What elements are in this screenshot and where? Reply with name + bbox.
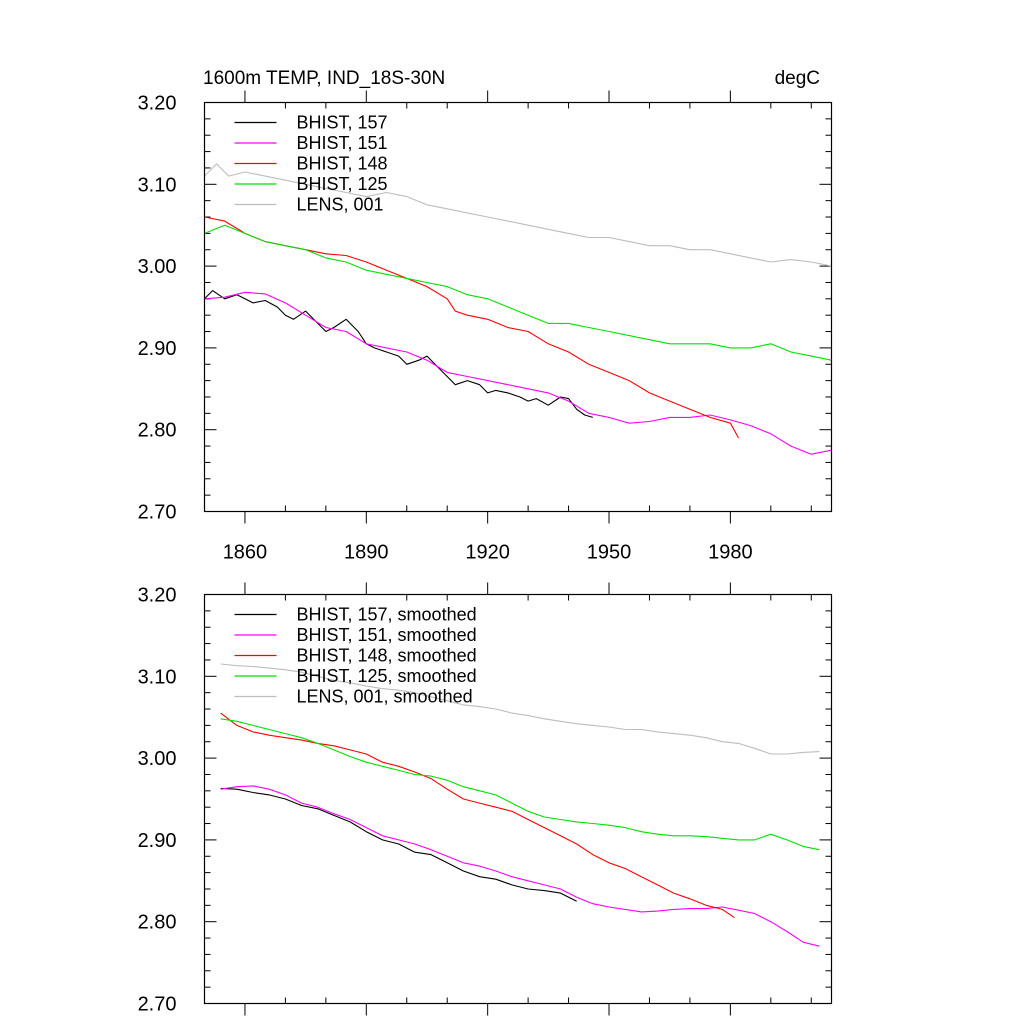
bottom-y-tick-label: 2.70 <box>138 994 177 1016</box>
bottom-y-tick-label: 3.20 <box>138 585 177 607</box>
top-legend-label-4: BHIST, 125 <box>297 174 388 194</box>
bottom-series-line-3 <box>220 712 735 919</box>
bottom-legend-label-5: LENS, 001, smoothed <box>297 687 473 707</box>
bottom-legend-label-4: BHIST, 125, smoothed <box>297 666 477 686</box>
top-legend-label-2: BHIST, 151 <box>297 133 388 153</box>
top-y-tick-label: 2.90 <box>138 338 177 360</box>
top-chart-frame <box>203 101 833 513</box>
bottom-legend-label-3: BHIST, 148, smoothed <box>297 646 477 666</box>
top-x-tick-label: 1890 <box>344 542 389 564</box>
bottom-series-line-4 <box>220 718 820 851</box>
top-series-line-2 <box>204 291 832 455</box>
top-chart-ticks: 2.70 2.80 2.90 3.00 3.10 3.20 1860 1890 1920 1950… <box>138 90 832 564</box>
bottom-chart-ticks: 2.70 2.80 2.90 3.00 3.10 3.20 <box>138 582 832 1016</box>
top-x-tick-label: 1980 <box>708 542 753 564</box>
top-chart-panel: 1600m TEMP, IND_18S-30N degC 2.70 2.80 2.9… <box>138 68 833 564</box>
top-x-tick-label: 1950 <box>587 542 632 564</box>
bottom-y-tick-label: 3.10 <box>138 666 177 688</box>
bottom-y-tick-label: 3.00 <box>138 748 177 770</box>
top-chart-series <box>204 163 832 455</box>
bottom-series-line-5 <box>220 663 820 755</box>
top-series-line-3 <box>204 216 739 439</box>
bottom-legend-label-1: BHIST, 157, smoothed <box>297 605 477 625</box>
top-y-tick-label: 3.00 <box>138 256 177 278</box>
top-x-tick-label: 1920 <box>465 542 510 564</box>
bottom-legend-label-2: BHIST, 151, smoothed <box>297 625 477 645</box>
bottom-series-line-1 <box>220 787 577 902</box>
top-y-tick-label: 2.70 <box>138 502 177 524</box>
bottom-series-line-2 <box>220 785 820 947</box>
bottom-chart-frame <box>203 593 833 1005</box>
top-series-line-4 <box>204 224 832 361</box>
top-legend-label-1: BHIST, 157 <box>297 113 388 133</box>
top-y-tick-label: 3.10 <box>138 174 177 196</box>
bottom-y-tick-label: 2.80 <box>138 912 177 934</box>
top-series-line-5 <box>204 163 832 267</box>
bottom-chart-series <box>220 663 820 947</box>
bottom-chart-panel: 2.70 2.80 2.90 3.00 3.10 3.20 BHIST, 157, smo… <box>138 582 833 1016</box>
bottom-y-tick-label: 2.90 <box>138 830 177 852</box>
top-y-tick-label: 3.20 <box>138 93 177 115</box>
top-legend-label-5: LENS, 001 <box>297 195 384 215</box>
top-series-line-1 <box>204 290 593 418</box>
top-legend-label-3: BHIST, 148 <box>297 154 388 174</box>
top-chart-units: degC <box>775 68 820 89</box>
top-chart-title: 1600m TEMP, IND_18S-30N <box>203 68 445 89</box>
top-y-tick-label: 2.80 <box>138 420 177 442</box>
top-x-tick-label: 1860 <box>223 542 268 564</box>
